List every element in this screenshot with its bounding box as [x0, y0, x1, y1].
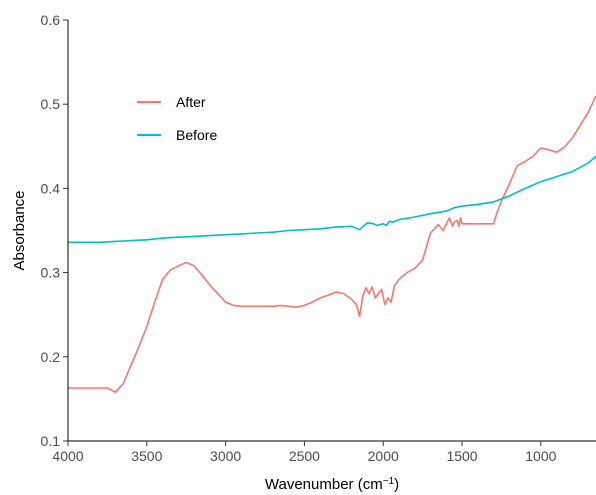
legend-label-after: After	[176, 94, 206, 110]
x-tick-label: 3500	[131, 448, 162, 464]
legend: After Before	[137, 94, 217, 143]
x-tick-label: 2500	[289, 448, 320, 464]
x-tick-label: 2000	[368, 448, 399, 464]
plot-lines	[68, 95, 596, 394]
series-line-after	[68, 95, 596, 394]
x-tick-label: 3000	[210, 448, 241, 464]
legend-label-before: Before	[176, 127, 217, 143]
x-axis-title: Wavenumber (cm−1)	[265, 476, 399, 494]
y-axis: 0.1 0.2 0.3 0.4 0.5 0.6	[41, 12, 69, 449]
y-tick-label: 0.6	[41, 12, 61, 28]
x-axis-title-suffix: )	[394, 476, 399, 493]
x-axis-title-main: Wavenumber (cm	[265, 476, 383, 493]
y-tick-label: 0.4	[41, 180, 61, 196]
series-line-before	[68, 155, 596, 244]
x-axis-title-superscript: −1	[383, 476, 395, 487]
x-tick-label: 4000	[52, 448, 83, 464]
x-tick-label: 1500	[446, 448, 477, 464]
y-tick-label: 0.2	[41, 349, 61, 365]
y-axis-title: Absorbance	[11, 190, 28, 270]
x-axis: 4000 3500 3000 2500 2000 1500 1000	[52, 440, 596, 464]
y-tick-label: 0.1	[41, 433, 61, 449]
y-tick-label: 0.5	[41, 96, 61, 112]
y-tick-label: 0.3	[41, 265, 61, 281]
x-tick-label: 1000	[525, 448, 556, 464]
